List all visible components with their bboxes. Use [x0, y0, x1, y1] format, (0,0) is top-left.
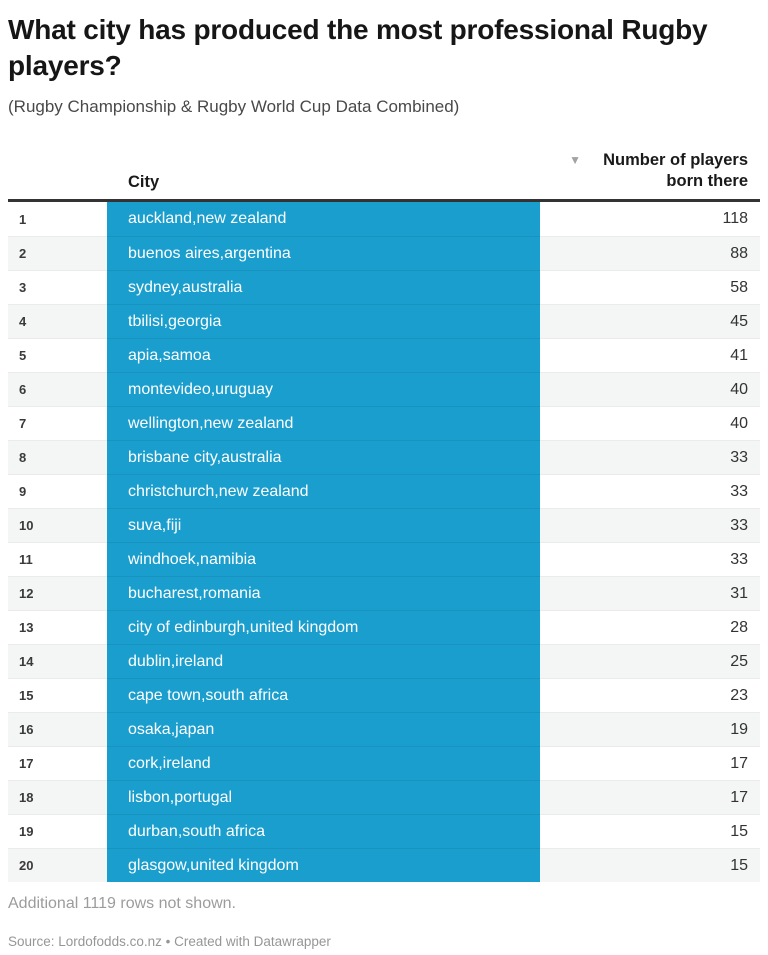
rank-cell: 6 — [19, 382, 27, 397]
table-row: 16 osaka,japan 19 — [8, 712, 760, 746]
value-cell: 17 — [730, 754, 748, 772]
value-cell: 40 — [730, 380, 748, 398]
rows-not-shown-note: Additional 1119 rows not shown. — [8, 895, 236, 912]
table-row: 3 sydney,australia 58 — [8, 270, 760, 304]
rank-cell: 5 — [19, 348, 27, 363]
table-row: 15 cape town,south africa 23 — [8, 678, 760, 712]
city-cell: bucharest,romania — [107, 576, 540, 610]
value-cell: 45 — [730, 312, 748, 330]
table-row: 1 auckland,new zealand 118 — [8, 202, 760, 236]
value-cell: 41 — [730, 346, 748, 364]
value-cell: 23 — [730, 686, 748, 704]
table-row: 13 city of edinburgh,united kingdom 28 — [8, 610, 760, 644]
source-attribution: Source: Lordofodds.co.nz • Created with … — [8, 934, 331, 949]
rank-cell: 11 — [19, 552, 33, 567]
table-row: 7 wellington,new zealand 40 — [8, 406, 760, 440]
page-title: What city has produced the most professi… — [8, 14, 708, 81]
table-row: 19 durban,south africa 15 — [8, 814, 760, 848]
table-row: 14 dublin,ireland 25 — [8, 644, 760, 678]
table-row: 12 bucharest,romania 31 — [8, 576, 760, 610]
city-cell: dublin,ireland — [107, 644, 540, 678]
value-cell: 15 — [730, 856, 748, 874]
rank-cell: 2 — [19, 246, 27, 261]
city-cell: christchurch,new zealand — [107, 474, 540, 508]
rank-cell: 20 — [19, 858, 34, 873]
table-row: 11 windhoek,namibia 33 — [8, 542, 760, 576]
city-cell: buenos aires,argentina — [107, 236, 540, 270]
value-cell: 33 — [730, 516, 748, 534]
city-cell: suva,fiji — [107, 508, 540, 542]
city-cell: tbilisi,georgia — [107, 304, 540, 338]
table-body: 1 auckland,new zealand 118 2 buenos aire… — [8, 202, 760, 882]
page-subtitle: (Rugby Championship & Rugby World Cup Da… — [8, 97, 460, 116]
city-cell: montevideo,uruguay — [107, 372, 540, 406]
column-header-players[interactable]: ▼ Number of players born there — [569, 150, 760, 192]
city-cell: windhoek,namibia — [107, 542, 540, 576]
rank-cell: 14 — [19, 654, 34, 669]
value-cell: 33 — [730, 550, 748, 568]
table-row: 9 christchurch,new zealand 33 — [8, 474, 760, 508]
value-cell: 88 — [730, 244, 748, 262]
rank-cell: 3 — [19, 280, 27, 295]
value-cell: 40 — [730, 414, 748, 432]
table-row: 18 lisbon,portugal 17 — [8, 780, 760, 814]
rank-cell: 4 — [19, 314, 27, 329]
value-cell: 15 — [730, 822, 748, 840]
table-row: 4 tbilisi,georgia 45 — [8, 304, 760, 338]
city-cell: city of edinburgh,united kingdom — [107, 610, 540, 644]
rank-cell: 10 — [19, 518, 34, 533]
rank-cell: 1 — [19, 211, 27, 227]
value-cell: 58 — [730, 278, 748, 296]
value-cell: 33 — [730, 448, 748, 466]
rank-cell: 16 — [19, 722, 34, 737]
rank-cell: 15 — [19, 688, 34, 703]
table-row: 2 buenos aires,argentina 88 — [8, 236, 760, 270]
city-cell: cape town,south africa — [107, 678, 540, 712]
value-cell: 31 — [730, 584, 748, 602]
table-row: 17 cork,ireland 17 — [8, 746, 760, 780]
rank-cell: 17 — [19, 756, 34, 771]
city-cell: cork,ireland — [107, 746, 540, 780]
rank-cell: 18 — [19, 790, 34, 805]
city-cell: sydney,australia — [107, 270, 540, 304]
value-cell: 19 — [730, 720, 748, 738]
rank-cell: 19 — [19, 824, 34, 839]
city-cell: lisbon,portugal — [107, 780, 540, 814]
table-row: 8 brisbane city,australia 33 — [8, 440, 760, 474]
value-cell: 17 — [730, 788, 748, 806]
value-cell: 33 — [730, 482, 748, 500]
city-cell: wellington,new zealand — [107, 406, 540, 440]
column-header-city[interactable]: City — [128, 173, 160, 191]
city-cell: durban,south africa — [107, 814, 540, 848]
city-cell: osaka,japan — [107, 712, 540, 746]
rank-cell: 13 — [19, 620, 34, 635]
value-cell: 118 — [722, 210, 748, 227]
rank-cell: 12 — [19, 586, 34, 601]
rank-cell: 9 — [19, 484, 27, 499]
city-cell: glasgow,united kingdom — [107, 848, 540, 882]
table-row: 10 suva,fiji 33 — [8, 508, 760, 542]
rank-cell: 8 — [19, 450, 27, 465]
table-row: 5 apia,samoa 41 — [8, 338, 760, 372]
table-row: 20 glasgow,united kingdom 15 — [8, 848, 760, 882]
value-cell: 25 — [730, 652, 748, 670]
table-row: 6 montevideo,uruguay 40 — [8, 372, 760, 406]
city-cell: apia,samoa — [107, 338, 540, 372]
sort-desc-icon[interactable]: ▼ — [569, 153, 581, 167]
city-cell: brisbane city,australia — [107, 440, 540, 474]
column-header-players-label: Number of players born there — [603, 151, 748, 190]
value-cell: 28 — [730, 618, 748, 636]
rank-cell: 7 — [19, 416, 27, 431]
city-cell: auckland,new zealand — [107, 202, 540, 236]
table-header: City ▼ Number of players born there — [8, 150, 760, 202]
